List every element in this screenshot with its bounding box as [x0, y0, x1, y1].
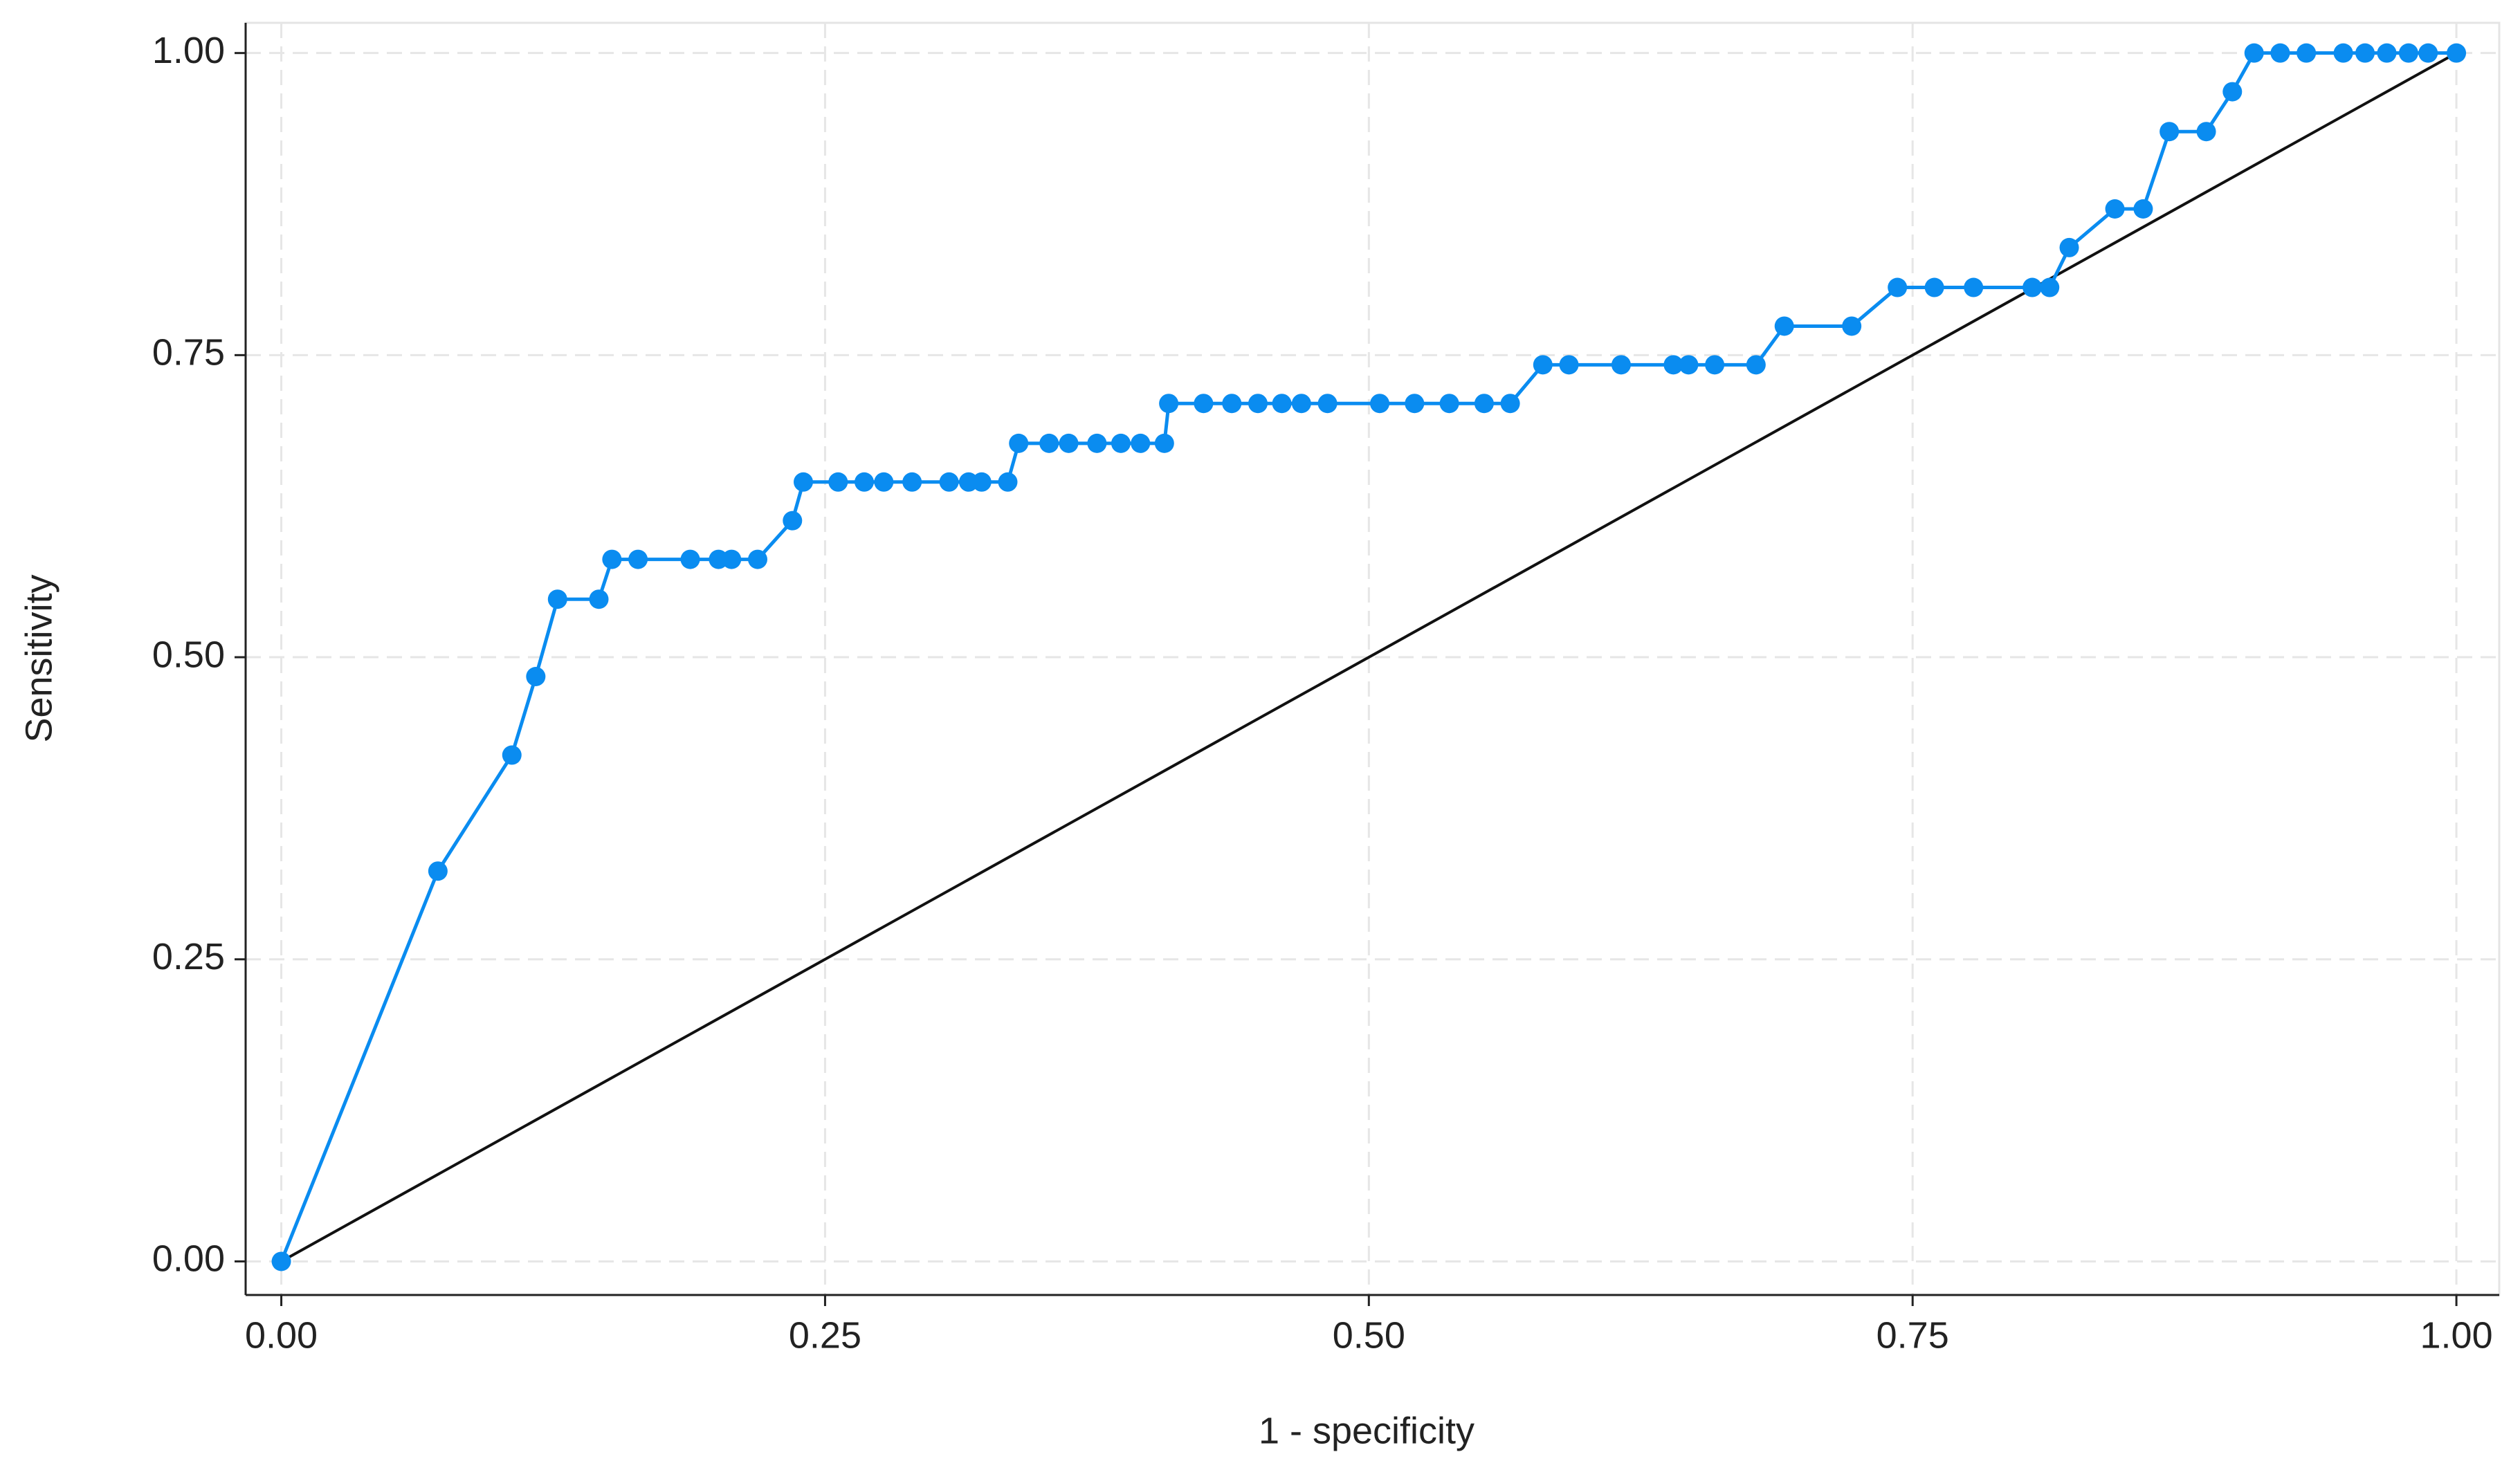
roc-point	[602, 549, 622, 569]
x-axis-title: 1 - specificity	[1259, 1410, 1474, 1451]
x-tick-label: 0.25	[789, 1314, 861, 1356]
y-tick-label: 1.00	[152, 30, 225, 71]
roc-point	[628, 549, 648, 569]
roc-point	[1009, 433, 1029, 453]
x-tick-label: 0.50	[1333, 1314, 1405, 1356]
roc-point	[2418, 43, 2438, 63]
roc-point	[1888, 277, 1908, 297]
reference-line	[280, 51, 2458, 1263]
roc-point	[1842, 316, 1862, 336]
roc-point	[526, 667, 546, 687]
roc-line	[280, 51, 2457, 1262]
x-tick-label: 0.00	[245, 1314, 318, 1356]
roc-point	[680, 549, 700, 569]
roc-point	[1131, 433, 1151, 453]
roc-point	[1439, 394, 1459, 414]
roc-point	[1964, 277, 1984, 297]
roc-point	[2222, 82, 2243, 102]
y-axis-title: Sensitivity	[18, 574, 60, 742]
roc-point	[1317, 394, 1337, 414]
roc-point	[502, 745, 522, 765]
roc-point	[1533, 355, 1553, 375]
roc-point	[2447, 43, 2467, 63]
roc-point	[2270, 43, 2290, 63]
roc-point	[2244, 43, 2264, 63]
roc-point	[1370, 394, 1390, 414]
roc-point	[1059, 433, 1079, 453]
roc-point	[2196, 122, 2216, 142]
roc-point	[1559, 355, 1579, 375]
roc-point	[1291, 394, 1311, 414]
roc-point	[722, 549, 742, 569]
roc-point	[1405, 394, 1425, 414]
y-tick-label: 0.75	[152, 332, 225, 374]
roc-point	[1111, 433, 1131, 453]
roc-point	[428, 861, 448, 881]
roc-point	[2023, 277, 2043, 297]
roc-point	[1924, 277, 1944, 297]
roc-point	[1500, 394, 1520, 414]
roc-point	[1272, 394, 1292, 414]
roc-point	[1611, 355, 1631, 375]
roc-point	[783, 511, 803, 531]
roc-point	[1087, 433, 1107, 453]
roc-point	[1746, 355, 1766, 375]
plot-border	[244, 21, 2501, 1296]
roc-point	[2297, 43, 2317, 63]
x-tick-label: 1.00	[2420, 1314, 2493, 1356]
roc-point	[855, 472, 875, 492]
roc-point	[747, 549, 767, 569]
roc-point	[2105, 199, 2125, 219]
roc-point	[1222, 394, 1242, 414]
y-tick-label: 0.50	[152, 634, 225, 675]
roc-point	[2398, 43, 2418, 63]
y-tick-label: 0.00	[152, 1238, 225, 1280]
y-tick-label: 0.25	[152, 936, 225, 977]
roc-point	[902, 472, 922, 492]
roc-point	[1705, 355, 1725, 375]
roc-point	[1248, 394, 1268, 414]
roc-point	[2133, 199, 2153, 219]
roc-point	[971, 472, 992, 492]
roc-point	[2377, 43, 2397, 63]
roc-point	[1194, 394, 1214, 414]
roc-point	[2059, 237, 2079, 257]
roc-point	[271, 1251, 291, 1271]
roc-point	[998, 472, 1018, 492]
roc-point	[793, 472, 813, 492]
roc-point	[828, 472, 848, 492]
roc-point	[2333, 43, 2353, 63]
roc-point	[547, 589, 567, 609]
roc-point	[874, 472, 894, 492]
roc-point	[2040, 277, 2060, 297]
roc-point	[1154, 433, 1174, 453]
roc-point	[1474, 394, 1494, 414]
roc-point	[589, 589, 609, 609]
roc-point	[1663, 355, 1683, 375]
roc-point	[2160, 122, 2180, 142]
roc-point	[2355, 43, 2375, 63]
roc-point	[1774, 316, 1794, 336]
roc-point	[1679, 355, 1699, 375]
roc-point	[1039, 433, 1059, 453]
x-tick-label: 0.75	[1877, 1314, 1949, 1356]
roc-point	[1159, 394, 1179, 414]
roc-point	[939, 472, 959, 492]
